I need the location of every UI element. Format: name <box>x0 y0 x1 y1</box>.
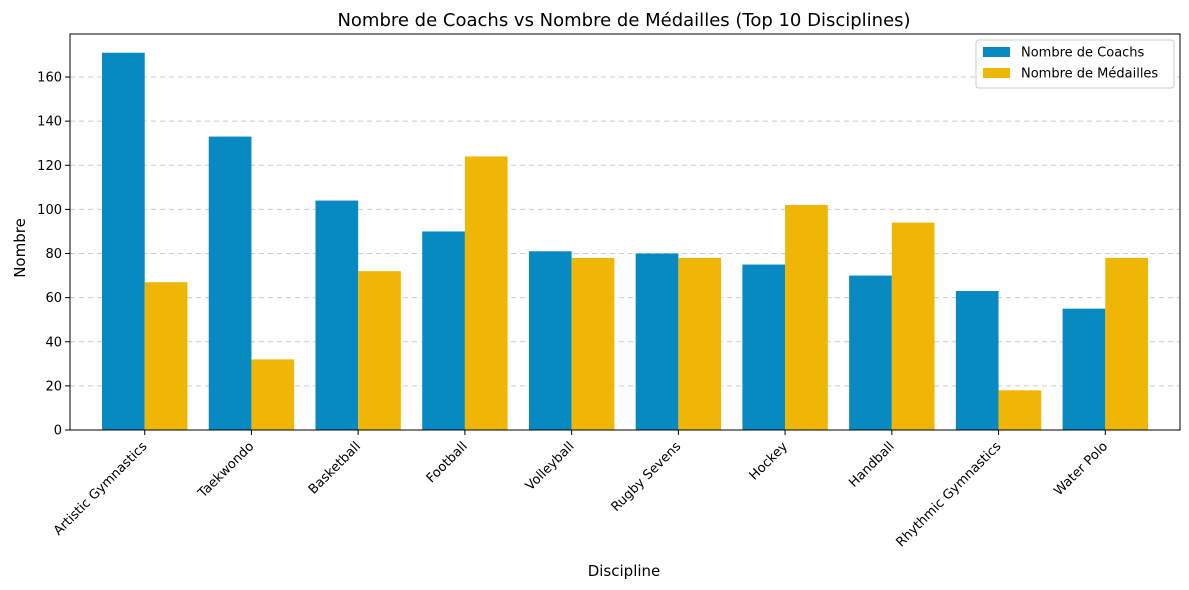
x-tick-label: Handball <box>846 439 897 490</box>
bar-coachs <box>315 200 359 430</box>
y-tick-label: 120 <box>37 159 62 174</box>
y-tick-label: 60 <box>45 291 62 306</box>
bar-coachs <box>1062 308 1106 430</box>
bar-medailles <box>144 282 188 430</box>
y-tick-label: 80 <box>45 247 62 262</box>
x-axis-label: Discipline <box>588 562 661 580</box>
legend-swatch <box>983 47 1010 57</box>
bar-coachs <box>102 52 145 431</box>
bar-coachs <box>742 264 786 430</box>
bar-medailles <box>1105 257 1148 430</box>
y-tick-label: 160 <box>37 71 62 86</box>
legend-box <box>975 39 1175 89</box>
x-tick-label: Football <box>424 439 471 486</box>
bar-coachs <box>849 275 892 430</box>
bar-medailles <box>998 390 1042 430</box>
bar-coachs <box>422 231 465 430</box>
bar-medailles <box>891 222 935 430</box>
y-tick-label: 140 <box>37 115 62 130</box>
x-tick-label: Volleyball <box>523 439 578 494</box>
y-axis: 0 20 40 60 80 100 120 140 160 <box>37 71 70 439</box>
legend-label: Nombre de Coachs <box>1021 46 1145 61</box>
x-tick-label: Basketball <box>306 439 364 497</box>
y-tick-label: 100 <box>37 203 62 218</box>
bar-medailles <box>571 257 615 430</box>
x-tick-label: Rugby Sevens <box>609 439 685 515</box>
y-tick-label: 0 <box>54 424 62 439</box>
legend-label: Nombre de Médailles <box>1021 67 1158 82</box>
x-tick-label: Taekwondo <box>195 439 257 501</box>
plot-frame <box>69 33 1181 431</box>
bar-medailles <box>785 204 828 430</box>
bar-medailles <box>464 156 508 430</box>
y-tick-label: 20 <box>45 379 62 394</box>
bar-coachs <box>955 291 999 430</box>
bar-medailles <box>358 271 401 430</box>
x-tick-label: Rhythmic Gymnastics <box>893 439 1004 550</box>
bar-medailles <box>678 257 722 430</box>
legend-swatch <box>983 68 1010 78</box>
x-tick-label: Hockey <box>747 439 792 484</box>
bar-coachs <box>635 253 679 430</box>
bars <box>102 52 1148 431</box>
x-tick-label: Water Polo <box>1051 439 1111 499</box>
bar-coachs <box>528 251 572 430</box>
bar-medailles <box>251 359 295 430</box>
bar-coachs <box>208 136 252 430</box>
legend: Nombre de Coachs Nombre de Médailles <box>975 39 1175 89</box>
chart-title: Nombre de Coachs vs Nombre de Médailles … <box>337 10 910 31</box>
y-tick-label: 40 <box>45 335 62 350</box>
y-axis-label: Nombre <box>11 218 29 278</box>
x-axis: Artistic Gymnastics Taekwondo Basketball Fo… <box>51 430 1111 550</box>
x-tick-label: Artistic Gymnastics <box>51 439 151 539</box>
